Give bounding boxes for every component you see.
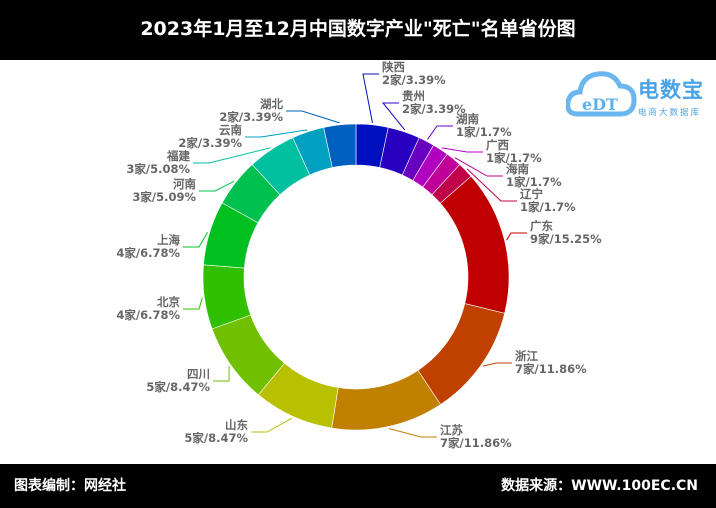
leader-line — [213, 366, 230, 382]
slice-label-name: 陕西 — [382, 60, 405, 74]
slice-label-value: 9家/15.25% — [530, 232, 602, 246]
slice-label-name: 河南 — [173, 177, 196, 191]
slice-label-value: 3家/5.09% — [132, 190, 196, 204]
slice-label-value: 2家/3.39% — [219, 110, 283, 124]
slice-浙江[interactable] — [417, 303, 505, 405]
slice-label-name: 北京 — [157, 295, 180, 309]
slice-label-name: 湖北 — [260, 97, 283, 111]
slice-label-value: 1家/1.7% — [506, 175, 562, 189]
leader-line — [388, 428, 437, 438]
slice-广东[interactable] — [439, 175, 510, 314]
slice-label-value: 2家/3.39% — [178, 136, 242, 150]
slice-label-name: 辽宁 — [520, 187, 543, 201]
slice-label-name: 山东 — [225, 418, 248, 432]
slice-label-name: 上海 — [157, 233, 180, 247]
slice-label-value: 3家/5.08% — [126, 162, 190, 176]
leader-line — [286, 110, 340, 124]
slice-label-value: 1家/1.7% — [486, 151, 542, 165]
slice-label-value: 5家/8.47% — [146, 380, 210, 394]
leader-line — [193, 147, 271, 164]
leader-line — [427, 125, 453, 140]
slice-label-name: 福建 — [166, 149, 190, 163]
svg-text:eDT: eDT — [582, 95, 618, 114]
leader-line — [454, 157, 503, 177]
slice-label-value: 7家/11.86% — [515, 362, 587, 376]
logo-name: 电数宝 — [638, 78, 704, 102]
slice-label-value: 4家/6.78% — [116, 308, 180, 322]
slice-label-name: 贵州 — [402, 89, 425, 103]
cloud-logo-icon: eDT — [566, 71, 637, 117]
slice-label-value: 5家/8.47% — [184, 431, 248, 445]
leader-line — [381, 102, 406, 131]
chart-title: 2023年1月至12月中国数字产业"死亡"名单省份图 — [0, 0, 716, 60]
footer-source: 数据来源：WWW.100EC.CN — [501, 478, 698, 494]
logo-subtitle: 电商大数据库 — [638, 108, 702, 118]
footer-credit: 图表编制：网经社 — [14, 478, 126, 494]
leader-line — [245, 129, 308, 138]
leader-line — [183, 297, 203, 310]
leader-line — [199, 180, 235, 192]
slice-label-value: 2家/3.39% — [402, 102, 466, 116]
logo: eDT 电数宝 电商大数据库 — [566, 64, 716, 126]
leader-line — [466, 168, 517, 202]
leader-line — [251, 417, 293, 433]
slice-label-value: 4家/6.78% — [116, 246, 180, 260]
slice-label-name: 云南 — [219, 123, 242, 137]
leader-line — [183, 232, 209, 248]
slice-label-name: 广东 — [530, 219, 553, 233]
slice-label-value: 7家/11.86% — [440, 436, 512, 450]
leader-line — [506, 232, 527, 241]
footer: 图表编制：网经社 数据来源：WWW.100EC.CN — [0, 464, 716, 508]
slice-label-name: 广西 — [486, 138, 509, 152]
slice-label-name: 海南 — [506, 162, 529, 176]
leader-line — [362, 73, 379, 123]
slice-label-name: 浙江 — [515, 349, 538, 363]
slice-label-name: 江苏 — [440, 423, 463, 437]
leader-line — [441, 147, 483, 153]
slice-label-value: 2家/3.39% — [382, 73, 446, 87]
leader-line — [482, 362, 512, 367]
slice-label-value: 1家/1.7% — [456, 125, 512, 139]
slice-湖北[interactable] — [323, 123, 357, 168]
slice-label-name: 四川 — [187, 367, 210, 381]
slice-label-name: 湖南 — [456, 112, 479, 126]
slice-label-value: 1家/1.7% — [520, 200, 576, 214]
